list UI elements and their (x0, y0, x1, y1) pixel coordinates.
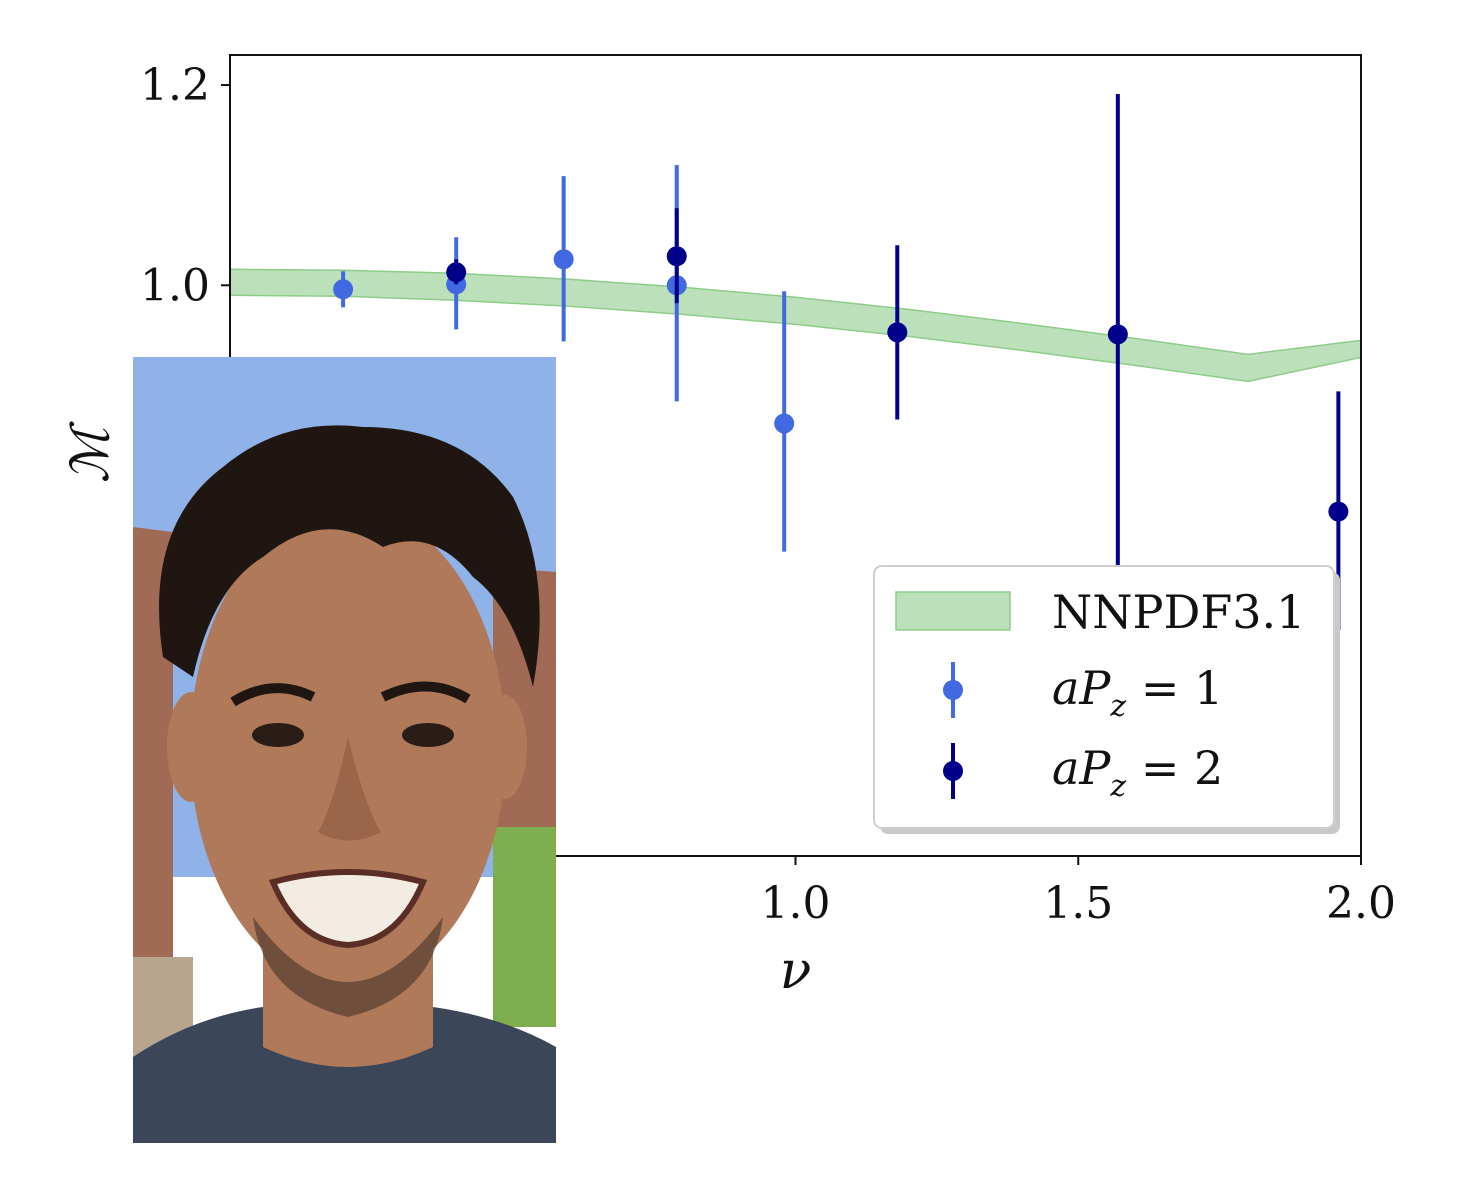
point-marker (333, 279, 354, 300)
point-marker (774, 413, 795, 434)
legend-point (943, 761, 963, 781)
x-tick-label: 1.0 (761, 878, 831, 929)
point-marker (446, 262, 467, 283)
portrait-photo (133, 357, 556, 1143)
photo-hair (159, 425, 540, 687)
photo-left-ear (167, 692, 215, 802)
series-layer (333, 94, 1349, 630)
x-axis-label: ν (780, 941, 812, 1001)
legend-label-nnpdf: NNPDF3.1 (1052, 585, 1305, 639)
photo-nose (318, 737, 381, 841)
data-point-s1-5 (774, 291, 795, 552)
photo-smile (268, 869, 428, 949)
y-tick-label: 1.2 (140, 60, 210, 111)
point-marker (666, 246, 687, 267)
legend-s1-suffix: = 1 (1126, 661, 1223, 715)
photo-grass (493, 827, 556, 1027)
legend-box (873, 565, 1335, 829)
photo-right-eye (402, 723, 454, 747)
data-point-s2-1 (446, 259, 467, 285)
legend-label-s2: aPz = 2 (1052, 741, 1223, 804)
data-point-s1-1 (333, 271, 354, 308)
photo-left-eyebrow (230, 683, 316, 707)
data-point-s2-2 (666, 208, 687, 304)
legend-s2-prefix: aP (1052, 741, 1111, 795)
point-marker (1107, 324, 1128, 345)
x-tick-label: 2.0 (1326, 878, 1396, 929)
photo-left-eye (252, 723, 304, 747)
tick-layer: 1.0 1.5 2.0 1.0 1.2 (140, 60, 1396, 929)
photo-right-ear (483, 695, 527, 799)
legend-point (943, 680, 963, 700)
y-axis-label: ℳ (61, 421, 121, 483)
legend-s1-prefix: aP (1052, 661, 1111, 715)
y-tick-label: 1.0 (140, 260, 210, 311)
photo-right-eyebrow (380, 681, 471, 704)
legend-band-swatch (895, 591, 1011, 631)
portrait-photo-inset (133, 357, 556, 1143)
legend-s2-suffix: = 2 (1126, 741, 1223, 795)
legend-s2-sub: z (1109, 769, 1126, 804)
data-point-s2-3 (887, 245, 908, 420)
legend: NNPDF3.1 aPz = 1 aPz = 2 (873, 565, 1340, 834)
data-point-s2-4 (1107, 94, 1128, 572)
point-marker (887, 322, 908, 343)
legend-marker-s1 (943, 662, 963, 718)
legend-label-s1: aPz = 1 (1052, 661, 1223, 724)
photo-beard (253, 917, 443, 1017)
data-point-s1-3 (553, 176, 574, 342)
legend-s1-sub: z (1109, 689, 1126, 724)
point-marker (553, 249, 574, 270)
photo-shirt (133, 1007, 556, 1143)
legend-marker-s2 (943, 743, 963, 799)
point-marker (1328, 501, 1349, 522)
x-tick-label: 1.5 (1043, 878, 1113, 929)
